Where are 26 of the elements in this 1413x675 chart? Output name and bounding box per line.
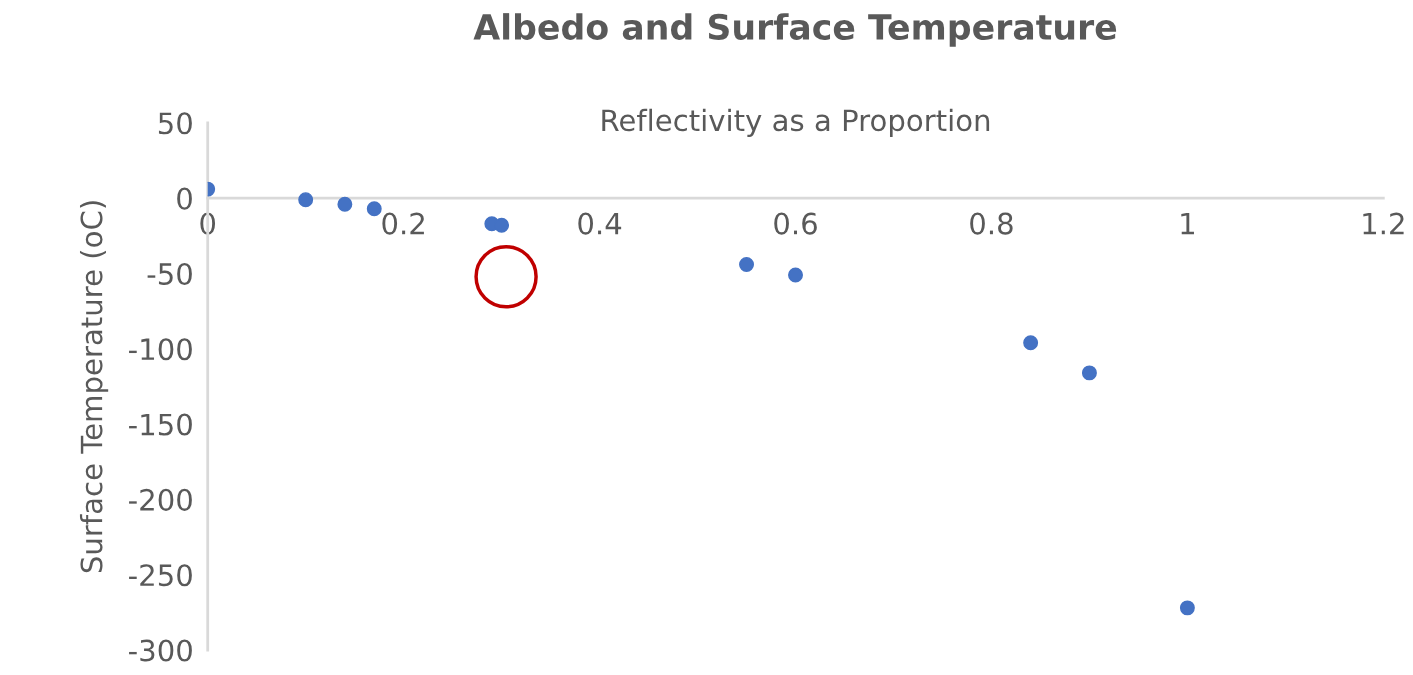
y-tick-label: -300 — [129, 639, 192, 662]
x-tick-label: 0.8 — [970, 212, 1013, 235]
y-tick-label: 0 — [177, 187, 192, 210]
point — [739, 256, 754, 272]
x-tick-label: 0.4 — [578, 212, 622, 235]
y-tick-label: 50 — [158, 112, 192, 135]
y-tick-label: -50 — [147, 262, 192, 285]
point — [788, 267, 803, 283]
y-tick-label: -100 — [129, 338, 192, 361]
point — [337, 196, 353, 212]
x-tick-label: 1.2 — [1363, 212, 1404, 235]
point — [1179, 600, 1195, 616]
point — [494, 217, 510, 233]
y-axis-title: Surface Temperature (oC) — [79, 201, 109, 573]
point — [366, 201, 382, 217]
x-axis-title: Reflectivity as a Proportion — [602, 108, 990, 137]
chart-title: Albedo and Surface Temperature — [473, 13, 1117, 47]
y-tick-label: -200 — [129, 488, 192, 511]
y-tick-label: -150 — [129, 413, 192, 436]
x-tick-label: 0.6 — [774, 212, 817, 235]
x-tick-label: 0.2 — [382, 212, 424, 235]
point — [1081, 365, 1097, 381]
point — [298, 192, 314, 208]
point — [1023, 335, 1039, 351]
y-tick-label: -250 — [129, 564, 192, 587]
x-tick-label: 1 — [1181, 212, 1194, 235]
